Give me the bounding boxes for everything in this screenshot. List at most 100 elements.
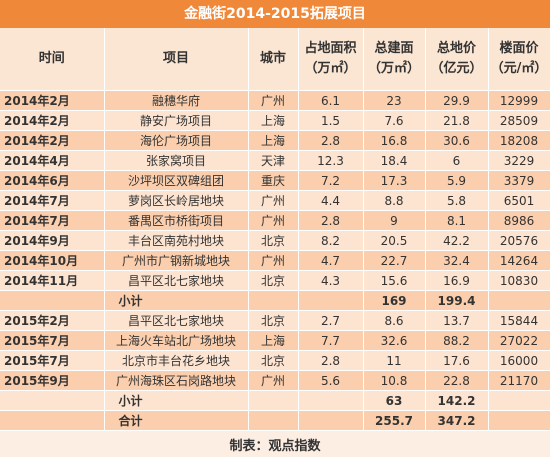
cell: 2014年7月: [0, 190, 105, 211]
header-cell: 时间: [0, 28, 105, 91]
cell: 17.6: [425, 350, 489, 371]
cell: 7.2: [298, 170, 364, 191]
cell: 北京市丰台花乡地块: [104, 350, 249, 371]
cell: 6501: [488, 190, 550, 211]
cell: 重庆: [248, 170, 299, 191]
cell: 2.8: [298, 210, 364, 231]
cell: 11: [363, 350, 426, 371]
cell: 14264: [488, 250, 550, 271]
table-row: 2014年11月 昌平区北七家地块 北京 4.3 15.6 16.9 10830: [0, 270, 550, 291]
header-cell: 总建面 （万㎡）: [363, 28, 426, 91]
cell: 4.7: [298, 250, 364, 271]
cell: 15.6: [363, 270, 426, 291]
empty-cell: [248, 390, 299, 411]
cell: 17.3: [363, 170, 426, 191]
cell: 上海: [248, 130, 299, 151]
cell: 20576: [488, 230, 550, 251]
empty-cell: [248, 410, 299, 431]
cell: 广州: [248, 370, 299, 391]
cell: 13.7: [425, 310, 489, 331]
table-row: 2014年10月 广州市广钢新城地块 广州 4.7 22.7 32.4 14264: [0, 250, 550, 271]
cell: 张家窝项目: [104, 150, 249, 171]
header-cell: 占地面积 （万㎡）: [298, 28, 364, 91]
cell: 2014年4月: [0, 150, 105, 171]
cell: 169: [363, 290, 426, 311]
cell: 2015年7月: [0, 350, 105, 371]
cell: 9: [363, 210, 426, 231]
cell: 10830: [488, 270, 550, 291]
cell: 昌平区北七家地块: [104, 270, 249, 291]
cell: 2015年2月: [0, 310, 105, 331]
header-cell: 楼面价 （元/㎡）: [488, 28, 550, 91]
summary-label: 小计: [104, 290, 249, 311]
empty-cell: [488, 290, 550, 311]
cell: 广州: [248, 210, 299, 231]
cell: 广州: [248, 90, 299, 111]
header-text: （万㎡）: [304, 61, 357, 76]
cell: 广州: [248, 190, 299, 211]
cell: 5.6: [298, 370, 364, 391]
table-row: 小计 169 199.4: [0, 290, 550, 311]
cell: 3229: [488, 150, 550, 171]
cell: 27022: [488, 330, 550, 351]
cell: 16.8: [363, 130, 426, 151]
empty-cell: [0, 410, 105, 431]
cell: 32.6: [363, 330, 426, 351]
cell: 347.2: [425, 410, 489, 431]
cell: 12.3: [298, 150, 364, 171]
header-text: 楼面价: [499, 41, 539, 56]
cell: 15844: [488, 310, 550, 331]
cell: 北京: [248, 310, 299, 331]
cell: 7.7: [298, 330, 364, 351]
empty-cell: [488, 410, 550, 431]
summary-label: 合计: [104, 410, 249, 431]
empty-cell: [248, 290, 299, 311]
table: 时间 项目 城市 占地面积 （万㎡） 总建面 （万㎡） 总地价 （亿元） 楼面价 （元/㎡） 201…: [0, 28, 550, 431]
header-text: （亿元）: [430, 61, 483, 76]
cell: 32.4: [425, 250, 489, 271]
cell: 2014年7月: [0, 210, 105, 231]
cell: 199.4: [425, 290, 489, 311]
cell: 1.5: [298, 110, 364, 131]
header-text: 时间: [38, 51, 65, 66]
table-row: 2015年2月 昌平区北七家地块 北京 2.7 8.6 13.7 15844: [0, 310, 550, 331]
table-row: 2014年2月 海伦广场项目 上海 2.8 16.8 30.6 18208: [0, 130, 550, 151]
header-row: 时间 项目 城市 占地面积 （万㎡） 总建面 （万㎡） 总地价 （亿元） 楼面价 （元/㎡）: [0, 28, 550, 91]
header-text: 总建面: [374, 41, 414, 56]
header-text: （元/㎡）: [490, 61, 548, 76]
cell: 6.1: [298, 90, 364, 111]
empty-cell: [298, 390, 364, 411]
cell: 2014年10月: [0, 250, 105, 271]
cell: 3379: [488, 170, 550, 191]
title: 金融街2014-2015拓展项目: [0, 0, 550, 28]
cell: 22.7: [363, 250, 426, 271]
cell: 16.9: [425, 270, 489, 291]
header-cell: 项目: [104, 28, 249, 91]
cell: 广州市广钢新城地块: [104, 250, 249, 271]
cell: 沙坪坝区双碑组团: [104, 170, 249, 191]
table-row: 2015年9月 广州海珠区石岗路地块 广州 5.6 10.8 22.8 21170: [0, 370, 550, 391]
cell: 2014年11月: [0, 270, 105, 291]
cell: 18208: [488, 130, 550, 151]
cell: 广州海珠区石岗路地块: [104, 370, 249, 391]
cell: 融穗华府: [104, 90, 249, 111]
cell: 2014年6月: [0, 170, 105, 191]
header-text: 项目: [162, 51, 189, 66]
cell: 上海火车站北广场地块: [104, 330, 249, 351]
empty-cell: [298, 290, 364, 311]
cell: 北京: [248, 270, 299, 291]
table-row: 合计 255.7 347.2: [0, 410, 550, 431]
table-row: 2014年2月 静安广场项目 上海 1.5 7.6 21.8 28509: [0, 110, 550, 131]
cell: 21170: [488, 370, 550, 391]
cell: 8986: [488, 210, 550, 231]
footer: 制表：观点指数: [229, 439, 321, 454]
cell: 6: [425, 150, 489, 171]
cell: 21.8: [425, 110, 489, 131]
cell: 10.8: [363, 370, 426, 391]
cell: 2014年2月: [0, 90, 105, 111]
cell: 5.9: [425, 170, 489, 191]
empty-cell: [0, 390, 105, 411]
cell: 广州: [248, 250, 299, 271]
table-row: 2014年9月 丰台区南苑村地块 北京 8.2 20.5 42.2 20576: [0, 230, 550, 251]
cell: 2014年2月: [0, 130, 105, 151]
